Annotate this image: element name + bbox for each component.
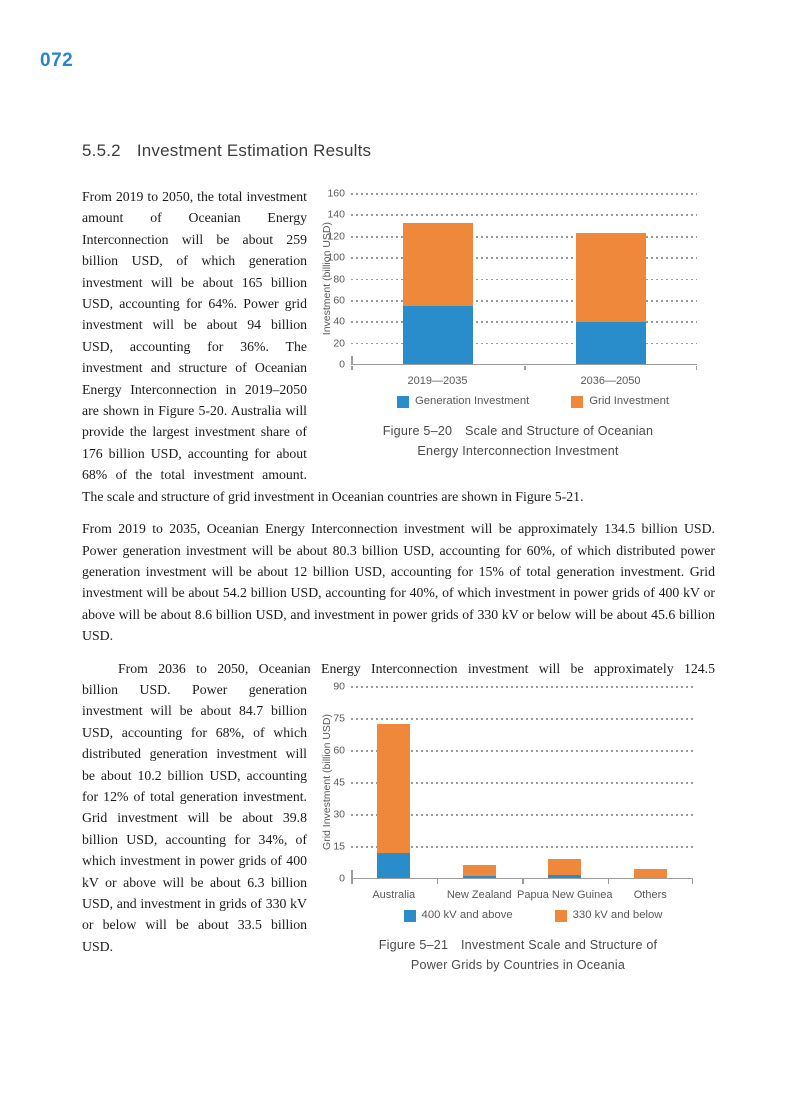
legend-item: Grid Investment (571, 391, 669, 412)
y-axis-stub (351, 869, 353, 878)
gridline (351, 321, 697, 324)
axis-tick (607, 879, 609, 884)
paragraph-2: From 2019 to 2035, Oceanian Energy Inter… (82, 521, 715, 644)
section-number: 5.5.2 (82, 141, 121, 160)
y-tick-label: 160 (327, 187, 345, 200)
axis-tick (695, 365, 697, 370)
figure-5-21: Grid Investment (billion USD) 0 15 30 45 60 7… (321, 679, 715, 975)
category-label: 2019—2035 (407, 375, 468, 387)
legend-item: Generation Investment (396, 391, 530, 412)
bar-segment (377, 853, 411, 878)
bar-segment (402, 306, 473, 364)
chart-body: Grid Investment (billion USD) 0 15 30 45 60 7… (321, 679, 715, 901)
section-heading: 5.5.2 Investment Estimation Results (82, 141, 371, 161)
legend-swatch (396, 395, 409, 408)
y-tick-label: 80 (333, 273, 345, 285)
y-tick-label: 30 (333, 808, 345, 821)
category-label: Papua New Guinea (517, 888, 613, 901)
legend-swatch (571, 395, 584, 408)
chart-body: Investment (billion USD) 0 20 40 60 80 100 120… (321, 186, 715, 387)
figure-caption-line2: Power Grids by Countries in Oceania (410, 958, 626, 973)
gridline (351, 781, 693, 784)
plot-area: 0 15 30 45 60 75 90 Australia New Zealand Papua N… (333, 681, 693, 901)
axis-tick (691, 879, 693, 884)
legend-label: 330 kV and below (572, 908, 663, 921)
figure-caption-line1: Figure 5–21 Investment Scale and Structu… (378, 938, 658, 953)
legend-item: 330 kV and below (554, 905, 663, 926)
bar-segment (575, 232, 646, 323)
chart-legend: 400 kV and above 330 kV and below (351, 905, 715, 926)
gridline (351, 235, 697, 238)
figure-5-20: Investment (billion USD) 0 20 40 60 80 100 120… (321, 186, 715, 461)
axis-tick (436, 879, 438, 884)
figure-caption-line1: Figure 5–20 Scale and Structure of Ocean… (382, 424, 654, 439)
y-axis-stub (351, 356, 353, 364)
axis-tick (522, 879, 524, 884)
plot-area: 0 20 40 60 80 100 120 140 160 2019—2035 2036—2050 (327, 188, 697, 387)
y-tick-label: 20 (333, 337, 345, 350)
axis-tick (351, 879, 353, 884)
paragraph-3-rest: billion USD. Power generation investment… (82, 681, 307, 954)
legend-label: Generation Investment (414, 395, 530, 407)
figure-caption: Figure 5–20 Scale and Structure of Ocean… (321, 421, 715, 461)
category-label: New Zealand (446, 888, 512, 901)
y-tick-label: 0 (339, 358, 345, 371)
paragraph-3: From 2036 to 2050, Oceanian Energy Inter… (82, 658, 715, 973)
section-title: Investment Estimation Results (136, 141, 372, 160)
gridline (351, 299, 697, 302)
gridline (351, 214, 697, 217)
legend-swatch (403, 909, 416, 922)
gridline (351, 845, 693, 848)
y-tick-label: 140 (327, 208, 345, 221)
paragraph-3-first-line: From 2036 to 2050, Oceanian Energy Inter… (118, 660, 715, 676)
gridline (351, 342, 697, 345)
gridline (351, 717, 693, 720)
y-tick-label: 120 (327, 230, 345, 243)
y-tick-label: 45 (333, 776, 345, 789)
gridline (351, 278, 697, 281)
y-tick-label: 90 (333, 680, 345, 693)
gridline (351, 193, 697, 195)
y-tick-label: 0 (339, 872, 345, 885)
paragraph-1: Investment (billion USD) 0 20 40 60 80 100 120… (82, 186, 715, 507)
figure-caption-line2: Energy Interconnection Investment (417, 444, 619, 459)
gridline (351, 685, 693, 688)
legend-label: 400 kV and above (421, 908, 513, 921)
bar-segment (633, 869, 667, 878)
axis-tick (524, 365, 526, 370)
y-tick-label: 40 (333, 315, 345, 328)
page-content: Investment (billion USD) 0 20 40 60 80 100 120… (82, 186, 715, 983)
gridline (351, 749, 693, 752)
y-tick-label: 75 (333, 712, 345, 725)
axis-tick (351, 365, 353, 370)
legend-item: 400 kV and above (403, 905, 513, 926)
category-label: Australia (372, 888, 416, 901)
chart-legend: Generation Investment Grid Investment (351, 391, 715, 412)
figure-caption: Figure 5–21 Investment Scale and Structu… (321, 935, 715, 975)
paragraph-1-text: From 2019 to 2050, the total investment … (82, 189, 584, 504)
gridline (351, 257, 697, 259)
bar-segment (548, 874, 582, 878)
bar-segment (575, 322, 646, 364)
category-label: 2036—2050 (580, 375, 641, 387)
category-label: Others (633, 888, 667, 901)
bar-segment (377, 724, 411, 854)
gridline (351, 813, 693, 816)
bar-segment (548, 858, 582, 875)
bar-segment (462, 865, 496, 876)
page-number: 072 (40, 50, 74, 71)
y-tick-label: 100 (327, 251, 345, 264)
bar-segment (402, 223, 473, 307)
bar-segment (462, 875, 496, 878)
y-tick-label: 15 (333, 840, 345, 853)
legend-swatch (554, 909, 567, 922)
legend-label: Grid Investment (589, 395, 670, 407)
y-tick-label: 60 (333, 744, 345, 757)
y-tick-label: 60 (333, 294, 345, 307)
